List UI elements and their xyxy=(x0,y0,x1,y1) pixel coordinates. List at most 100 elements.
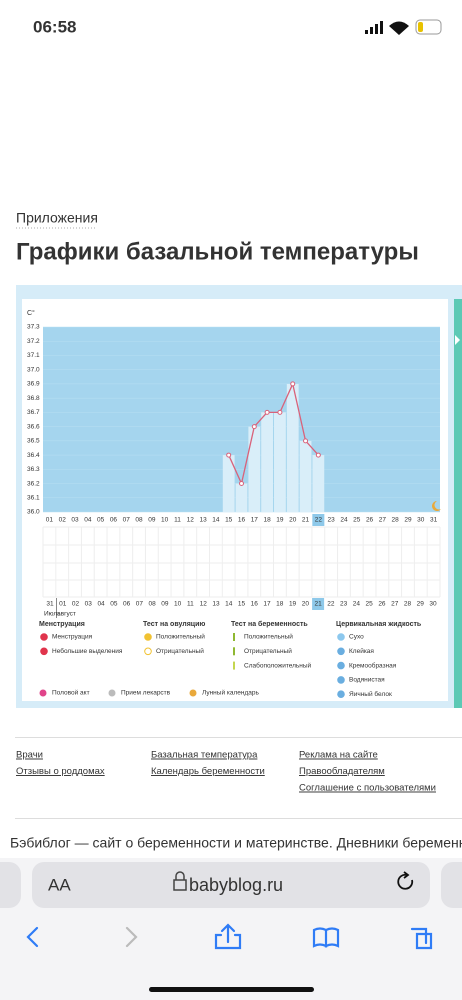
x-tick-label: 01 xyxy=(46,517,54,524)
legend-item: Положительный xyxy=(156,633,205,641)
calendar-day: 19 xyxy=(289,601,297,608)
legend-item: Водянистая xyxy=(349,677,385,684)
calendar-day: 30 xyxy=(429,601,437,608)
legend-icon xyxy=(189,689,197,697)
share-button[interactable] xyxy=(214,923,242,950)
calendar-day: 21 xyxy=(314,601,322,608)
column xyxy=(286,383,299,512)
column xyxy=(299,440,312,512)
column xyxy=(248,426,261,512)
forward-button[interactable] xyxy=(125,926,138,948)
legend-icon xyxy=(108,689,116,697)
x-tick-label: 18 xyxy=(263,517,271,524)
legend-item: Клейкая xyxy=(349,647,374,655)
footer-link[interactable]: Отзывы о роддомах xyxy=(16,766,105,777)
back-button[interactable] xyxy=(26,926,39,948)
calendar-day: 14 xyxy=(225,601,233,608)
text-size-button[interactable]: AA xyxy=(48,875,71,894)
moon-icon xyxy=(432,501,441,511)
footer-link[interactable]: Правообладателям xyxy=(299,766,385,777)
tab-next[interactable] xyxy=(441,862,462,908)
legend-icon xyxy=(144,633,152,641)
divider xyxy=(15,737,462,738)
calendar-day: 18 xyxy=(276,601,284,608)
footer-link[interactable]: Реклама на сайте xyxy=(299,750,378,761)
temperature-line xyxy=(228,381,319,486)
page-title: Графики базальной температуры xyxy=(16,238,419,265)
footer-link[interactable]: Врачи xyxy=(16,750,43,761)
calendar-day: 04 xyxy=(97,601,105,608)
x-tick-label: 12 xyxy=(187,517,195,524)
x-tick-label: 03 xyxy=(71,517,79,524)
legend-item: Яичный белок xyxy=(349,690,392,698)
legend-item: Небольшие выделения xyxy=(52,647,123,655)
point xyxy=(290,381,296,387)
calendar-day: 13 xyxy=(212,601,220,608)
x-tick-label: 16 xyxy=(238,517,246,524)
legend-title: Цервикальная жидкость xyxy=(336,621,422,628)
toolbar xyxy=(26,923,433,950)
bookmarks-button[interactable] xyxy=(312,927,340,948)
column xyxy=(235,483,248,512)
x-tick-label: 20 xyxy=(289,517,297,524)
legend-item: Менструация xyxy=(52,634,93,641)
column xyxy=(312,455,325,512)
footer-link[interactable]: Базальная температура xyxy=(151,750,258,761)
x-tick-label: 17 xyxy=(251,517,259,524)
y-tick-label: 36.4 xyxy=(27,452,40,459)
y-tick-label: 37.1 xyxy=(27,352,40,359)
calendar-day: 26 xyxy=(378,601,386,608)
url-field[interactable] xyxy=(32,862,430,908)
legend-item: Прием лекарств xyxy=(121,690,171,697)
legend-item: Слабоположительный xyxy=(244,661,312,669)
legend-icon xyxy=(144,647,152,656)
x-tick-label: 29 xyxy=(404,517,412,524)
tabs-button[interactable] xyxy=(410,927,433,950)
breadcrumb[interactable]: Приложения xyxy=(16,210,98,226)
calendar-day: 17 xyxy=(263,601,271,608)
x-tick-label: 27 xyxy=(379,517,387,524)
y-tick-label: 36.5 xyxy=(27,438,40,445)
footer-link[interactable]: Календарь беременности xyxy=(151,766,265,777)
tab-prev[interactable] xyxy=(0,862,21,908)
point xyxy=(277,409,283,415)
x-tick-label: 10 xyxy=(161,517,169,524)
calendar-day: 09 xyxy=(161,601,169,608)
reload-button[interactable] xyxy=(397,871,414,890)
x-tick-label: 07 xyxy=(123,517,131,524)
point xyxy=(315,452,321,458)
side-tab-arrow xyxy=(455,335,460,345)
legend-item: Кремообразная xyxy=(349,661,397,669)
x-tick-label: 14 xyxy=(212,517,220,524)
calendar-day: 05 xyxy=(110,601,118,608)
status-time: 06:58 xyxy=(33,17,76,36)
footer-link[interactable]: Соглашение с пользователями xyxy=(299,783,436,794)
y-tick-label: 36.6 xyxy=(27,423,40,430)
legend-icon xyxy=(233,661,235,670)
lock-icon xyxy=(173,871,187,891)
column xyxy=(274,412,286,512)
x-tick-label: 21 xyxy=(302,517,310,524)
calendar-day: 23 xyxy=(340,601,348,608)
status-icons xyxy=(365,19,442,35)
x-tick-label: 06 xyxy=(110,517,118,524)
legend-item: Сухо xyxy=(349,634,364,641)
home-indicator xyxy=(149,987,314,992)
calendar-day: 01 xyxy=(59,601,67,608)
x-tick-label: 24 xyxy=(340,517,348,524)
calendar-day: 27 xyxy=(391,601,399,608)
legend-icon xyxy=(233,647,235,656)
x-tick-label: 15 xyxy=(225,517,233,524)
x-tick-label: 02 xyxy=(59,517,67,524)
x-tick-label: 19 xyxy=(276,517,284,524)
calendar-day: 08 xyxy=(149,601,157,608)
legend-title: Менструация xyxy=(39,621,85,628)
calendar-day: 03 xyxy=(85,601,93,608)
side-tab[interactable] xyxy=(454,299,462,708)
point xyxy=(303,438,309,444)
calendar-day: 15 xyxy=(238,601,246,608)
legend-icon xyxy=(337,676,345,684)
y-tick-label: 37.0 xyxy=(27,366,40,373)
